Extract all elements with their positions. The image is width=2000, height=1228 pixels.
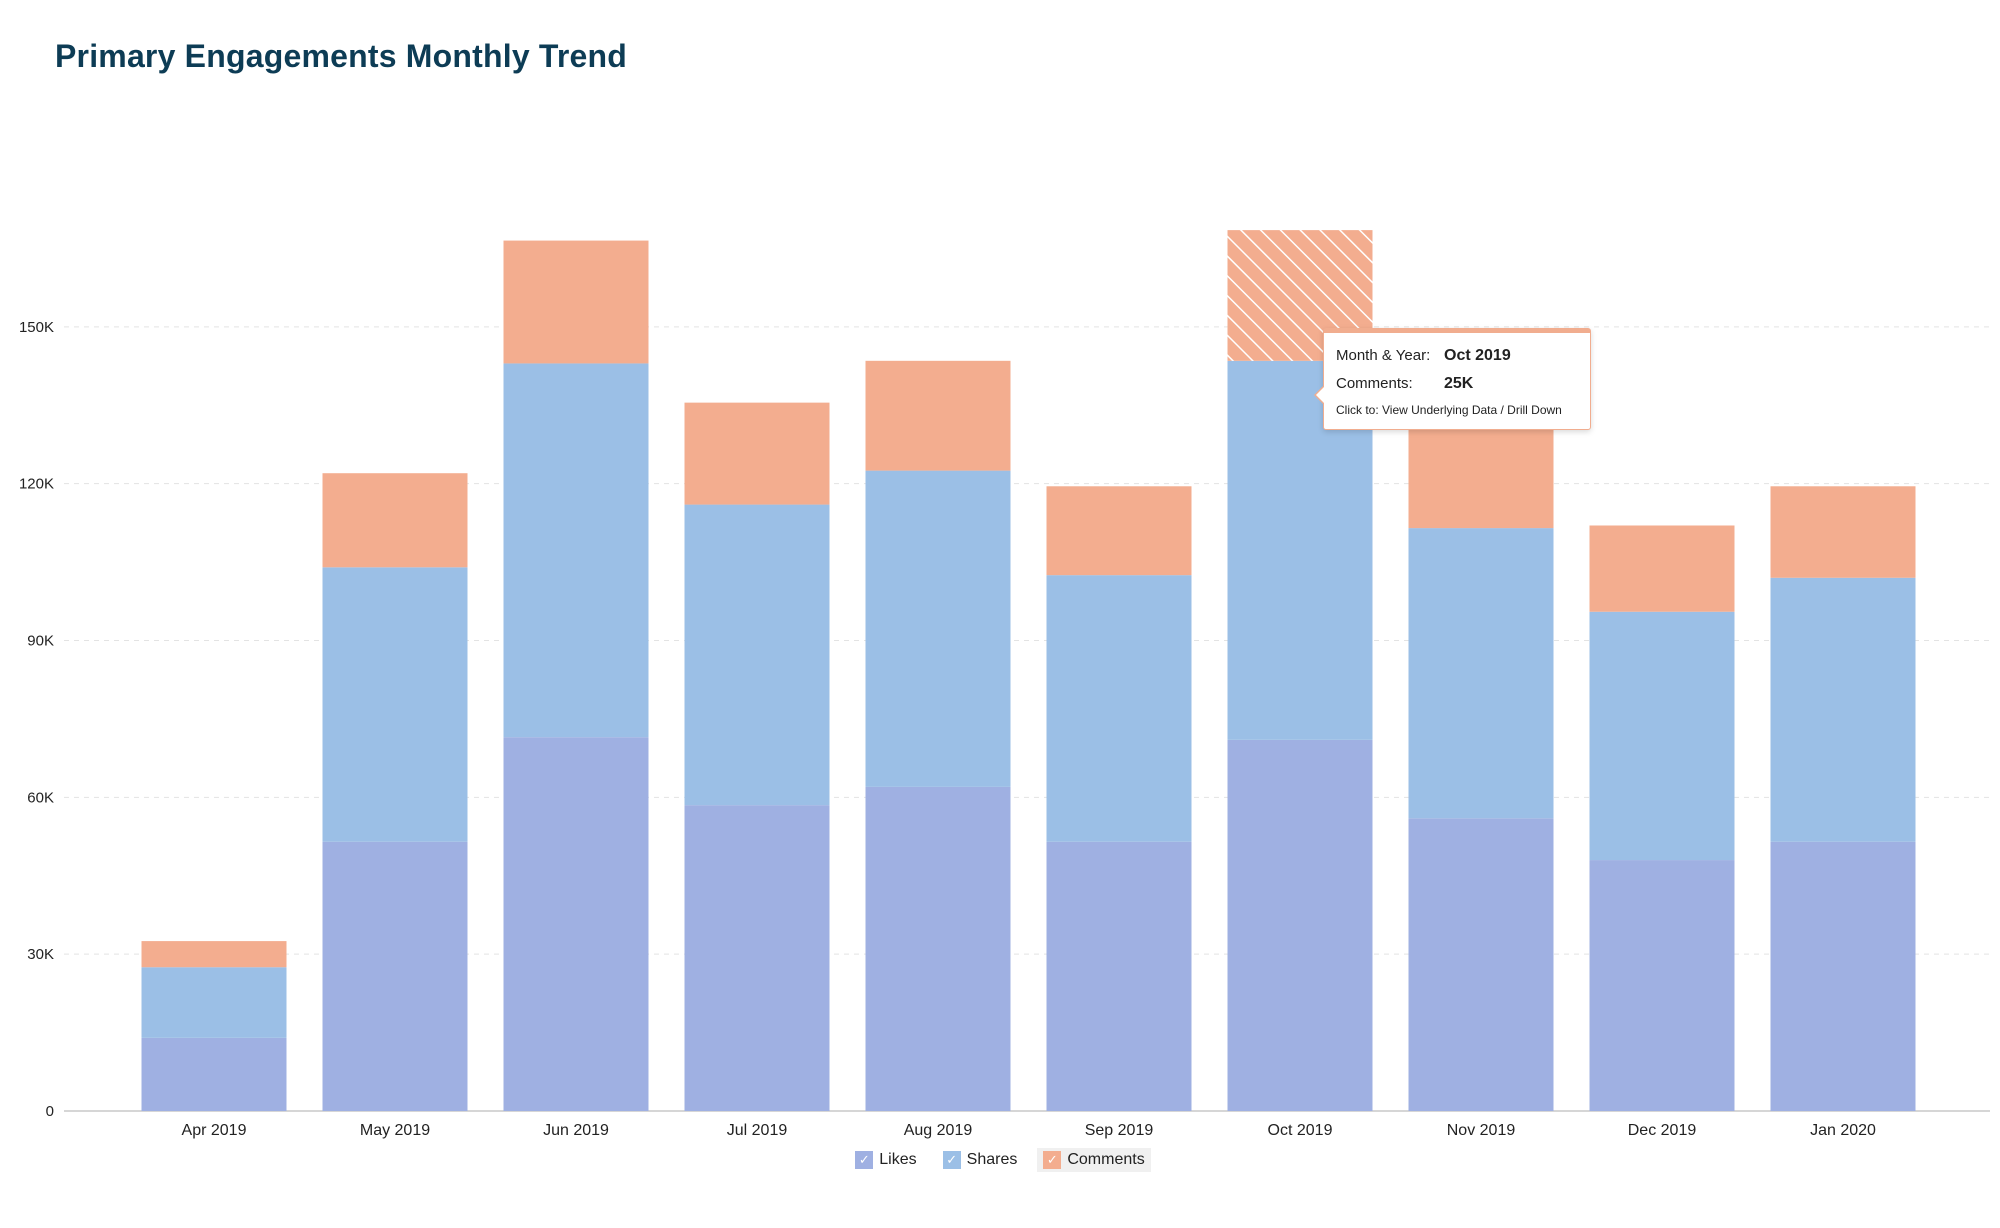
bar-likes-nov-2019[interactable] bbox=[1408, 818, 1554, 1111]
legend-label: Shares bbox=[966, 1151, 1018, 1168]
legend-item-likes[interactable]: ✓ Likes bbox=[849, 1148, 922, 1172]
bar-shares-jun-2019[interactable] bbox=[503, 363, 649, 738]
x-tick-label: Jul 2019 bbox=[727, 1122, 788, 1139]
tooltip-hint[interactable]: Click to: View Underlying Data / Drill D… bbox=[1336, 403, 1562, 417]
tooltip-value: 25K bbox=[1444, 375, 1474, 392]
y-tick-label: 30K bbox=[27, 946, 54, 963]
bar-comments-may-2019[interactable] bbox=[322, 473, 468, 568]
legend-checkbox-icon[interactable]: ✓ bbox=[855, 1151, 874, 1169]
bar-shares-apr-2019[interactable] bbox=[141, 967, 287, 1038]
x-tick-label: Jan 2020 bbox=[1810, 1122, 1876, 1139]
legend-label: Comments bbox=[1067, 1151, 1145, 1168]
x-tick-label: May 2019 bbox=[360, 1122, 430, 1139]
bar-likes-may-2019[interactable] bbox=[322, 841, 468, 1111]
legend-checkbox-icon[interactable]: ✓ bbox=[942, 1151, 961, 1169]
x-tick-label: Dec 2019 bbox=[1628, 1122, 1697, 1139]
bar-likes-dec-2019[interactable] bbox=[1589, 860, 1735, 1111]
y-tick-label: 60K bbox=[27, 789, 54, 806]
x-tick-label: Oct 2019 bbox=[1268, 1122, 1333, 1139]
bar-comments-jun-2019[interactable] bbox=[503, 240, 649, 364]
tooltip-key: Month & Year: bbox=[1336, 347, 1431, 364]
x-tick-label: Aug 2019 bbox=[904, 1122, 973, 1139]
y-tick-label: 150K bbox=[19, 319, 54, 336]
bar-comments-aug-2019[interactable] bbox=[865, 360, 1011, 471]
y-tick-label: 120K bbox=[19, 476, 54, 493]
y-tick-label: 90K bbox=[27, 633, 54, 650]
x-tick-label: Sep 2019 bbox=[1085, 1122, 1154, 1139]
legend-item-shares[interactable]: ✓ Shares bbox=[937, 1148, 1024, 1172]
bar-shares-jul-2019[interactable] bbox=[684, 504, 830, 806]
y-tick-label: 0 bbox=[46, 1103, 54, 1120]
bar-comments-apr-2019[interactable] bbox=[141, 941, 287, 968]
chart-title: Primary Engagements Monthly Trend bbox=[55, 38, 628, 74]
bar-likes-jul-2019[interactable] bbox=[684, 805, 830, 1111]
bar-likes-oct-2019[interactable] bbox=[1227, 739, 1373, 1111]
bar-likes-jan-2020[interactable] bbox=[1770, 841, 1916, 1111]
legend-label: Likes bbox=[879, 1151, 917, 1168]
bar-comments-jul-2019[interactable] bbox=[684, 402, 830, 505]
tooltip-row-comments: Comments: 25K bbox=[1336, 375, 1578, 393]
legend: ✓ Likes ✓ Shares ✓ Comments bbox=[0, 1148, 2000, 1172]
bar-shares-sep-2019[interactable] bbox=[1046, 575, 1192, 842]
bar-comments-nov-2019[interactable] bbox=[1408, 426, 1554, 529]
bar-shares-nov-2019[interactable] bbox=[1408, 528, 1554, 819]
tooltip: Month & Year: Oct 2019 Comments: 25K Cli… bbox=[1314, 328, 1591, 430]
bar-comments-jan-2020[interactable] bbox=[1770, 486, 1916, 578]
x-tick-label: Apr 2019 bbox=[182, 1122, 247, 1139]
x-tick-label: Nov 2019 bbox=[1447, 1122, 1516, 1139]
bar-shares-dec-2019[interactable] bbox=[1589, 611, 1735, 861]
bar-comments-sep-2019[interactable] bbox=[1046, 486, 1192, 576]
bar-comments-dec-2019[interactable] bbox=[1589, 525, 1735, 612]
bar-likes-sep-2019[interactable] bbox=[1046, 841, 1192, 1111]
bar-likes-jun-2019[interactable] bbox=[503, 737, 649, 1111]
bar-likes-aug-2019[interactable] bbox=[865, 786, 1011, 1111]
bar-shares-aug-2019[interactable] bbox=[865, 470, 1011, 787]
x-tick-label: Jun 2019 bbox=[543, 1122, 609, 1139]
tooltip-value: Oct 2019 bbox=[1444, 347, 1511, 364]
legend-item-comments[interactable]: ✓ Comments bbox=[1037, 1148, 1151, 1172]
legend-checkbox-icon[interactable]: ✓ bbox=[1043, 1151, 1062, 1169]
bar-shares-may-2019[interactable] bbox=[322, 567, 468, 842]
tooltip-row-month: Month & Year: Oct 2019 bbox=[1336, 347, 1578, 365]
bar-shares-jan-2020[interactable] bbox=[1770, 577, 1916, 842]
bar-likes-apr-2019[interactable] bbox=[141, 1037, 287, 1111]
tooltip-key: Comments: bbox=[1336, 375, 1413, 392]
